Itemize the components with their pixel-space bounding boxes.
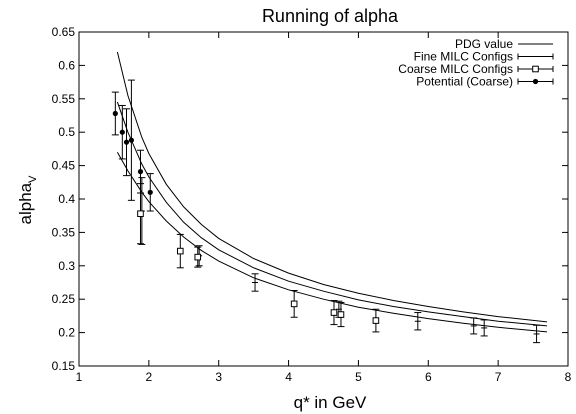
data-point-square [136,183,144,245]
y-tick-label: 0.5 [58,125,75,139]
y-tick-label: 0.25 [52,292,76,306]
square-marker [532,65,539,73]
y-axis-label-group: alphaV [16,175,39,225]
y-tick-label: 0.2 [58,326,75,340]
axes-ticks: 1 2 3 4 5 6 7 8 0.15 0.2 0.25 0.3 0.35 0.4 0.45 0.5 0.55… [52,25,572,384]
circle-marker [137,169,144,175]
circle-marker [532,78,539,85]
circle-marker [119,129,125,135]
data-point-square [330,300,338,326]
y-tick-label: 0.45 [52,159,76,173]
data-point-circle [146,173,154,212]
circle-marker [112,110,118,117]
data-point-square [290,290,298,318]
y-tick-label: 0.3 [58,259,75,273]
pdg-curve-1 [116,101,548,327]
x-tick-label: 6 [425,370,432,384]
data-point-plus [470,317,478,335]
y-axis-label: alphaV [16,175,39,225]
pdg-curve-0 [116,51,548,323]
data-point-circle [136,149,144,194]
data-point-plus [251,273,259,292]
data-point-square [337,302,345,328]
data-point-plus [480,319,488,337]
x-axis-label: q* in GeV [294,393,367,412]
data-point-circle [127,79,135,201]
y-tick-label: 0.15 [52,359,76,373]
data-point-square [176,233,184,269]
x-tick-label: 2 [146,370,153,384]
legend-label: PDG value [455,37,513,51]
x-tick-label: 1 [76,370,83,384]
square-marker [137,210,144,217]
legend-label: Potential (Coarse) [416,75,513,89]
y-axis-label-main: alpha [16,182,35,224]
square-marker [372,317,380,324]
y-tick-label: 0.55 [52,92,76,106]
x-tick-label: 8 [565,370,572,384]
data-point-square [372,308,380,333]
y-tick-label: 0.65 [52,25,76,39]
legend-label: Coarse MILC Configs [398,62,513,76]
square-marker [176,247,184,255]
data-point-circle [111,91,119,136]
square-marker [290,300,298,308]
data-point-square [194,246,202,268]
x-tick-label: 3 [215,370,222,384]
data-point-plus [533,324,541,344]
data-point-circle [123,108,131,177]
legend-label: Fine MILC Configs [414,50,513,64]
y-axis-label-subscript: V [27,175,39,183]
x-tick-label: 5 [355,370,362,384]
data-point-circle [118,104,126,160]
square-marker [194,253,202,261]
pdg-curve-2 [116,151,548,333]
circle-marker [123,139,130,145]
chart-title: Running of alpha [262,6,399,26]
y-tick-label: 0.35 [52,225,76,239]
x-tick-label: 7 [495,370,502,384]
y-tick-label: 0.6 [58,58,75,72]
y-tick-label: 0.4 [58,192,75,206]
square-marker [337,311,345,318]
chart-marks [111,51,548,344]
x-tick-label: 4 [285,370,292,384]
data-point-plus [414,312,422,331]
square-marker [330,309,338,316]
circle-marker [147,189,153,195]
circle-marker [128,137,134,143]
